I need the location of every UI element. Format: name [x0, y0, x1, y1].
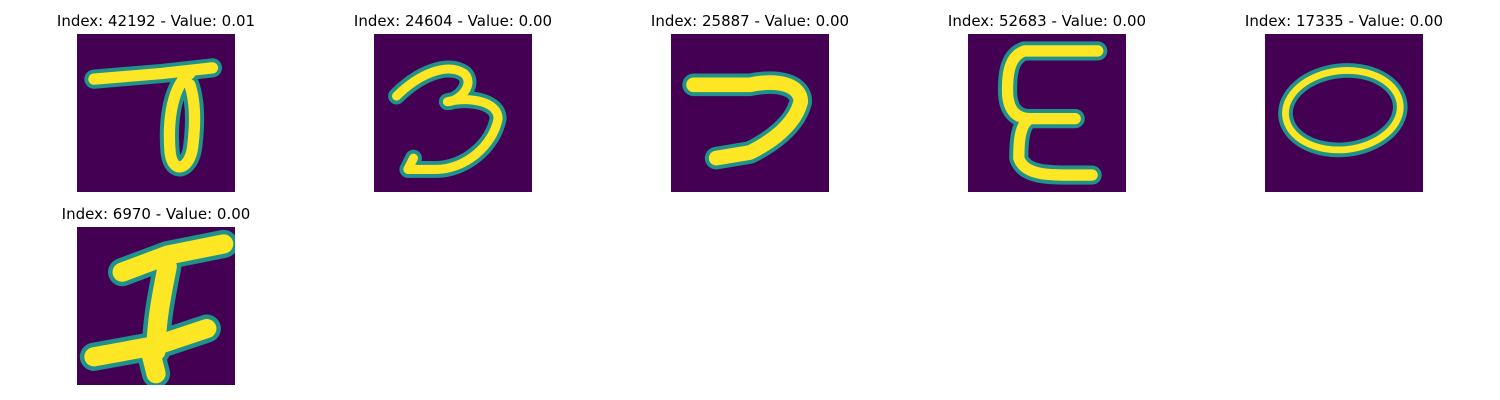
panel-title: Index: 52683 - Value: 0.00 [947, 12, 1147, 30]
panel-title: Index: 25887 - Value: 0.00 [650, 12, 850, 30]
digit-image [968, 34, 1126, 192]
panel-title: Index: 24604 - Value: 0.00 [353, 12, 553, 30]
digit-image [671, 34, 829, 192]
panel-title: Index: 17335 - Value: 0.00 [1244, 12, 1444, 30]
digit-image [77, 227, 235, 385]
digit-image [1265, 34, 1423, 192]
digit-image [374, 34, 532, 192]
digit-image [77, 34, 235, 192]
panel-title: Index: 6970 - Value: 0.00 [61, 205, 251, 223]
panel-title: Index: 42192 - Value: 0.01 [56, 12, 256, 30]
